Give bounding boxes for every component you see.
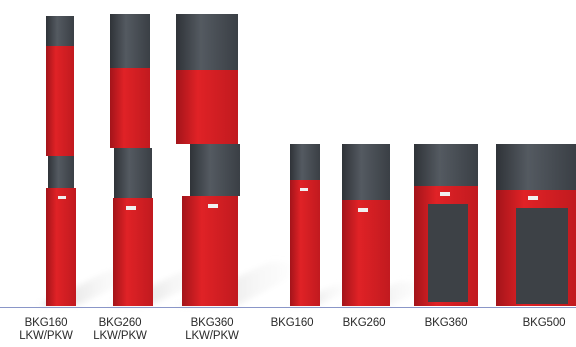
label-bkg160: BKG160 <box>270 317 314 329</box>
label-bkg360-lkw: BKG360 LKW/PKW <box>185 317 239 342</box>
label-bkg160-lkw: BKG160 LKW/PKW <box>19 317 73 342</box>
label-bkg260-lkw: BKG260 LKW/PKW <box>93 317 147 342</box>
product-bkg260-lkw <box>110 14 153 306</box>
label-bkg260: BKG260 <box>342 317 386 329</box>
floor-line <box>0 307 576 308</box>
product-bkg360-lkw <box>176 14 240 306</box>
label-bkg500: BKG500 <box>522 317 566 329</box>
label-bkg360: BKG360 <box>424 317 468 329</box>
product-bkg360 <box>414 144 478 306</box>
product-bkg260 <box>342 144 390 306</box>
product-bkg500 <box>496 144 576 306</box>
product-bkg160-lkw <box>46 16 76 306</box>
product-bkg160 <box>290 144 320 306</box>
